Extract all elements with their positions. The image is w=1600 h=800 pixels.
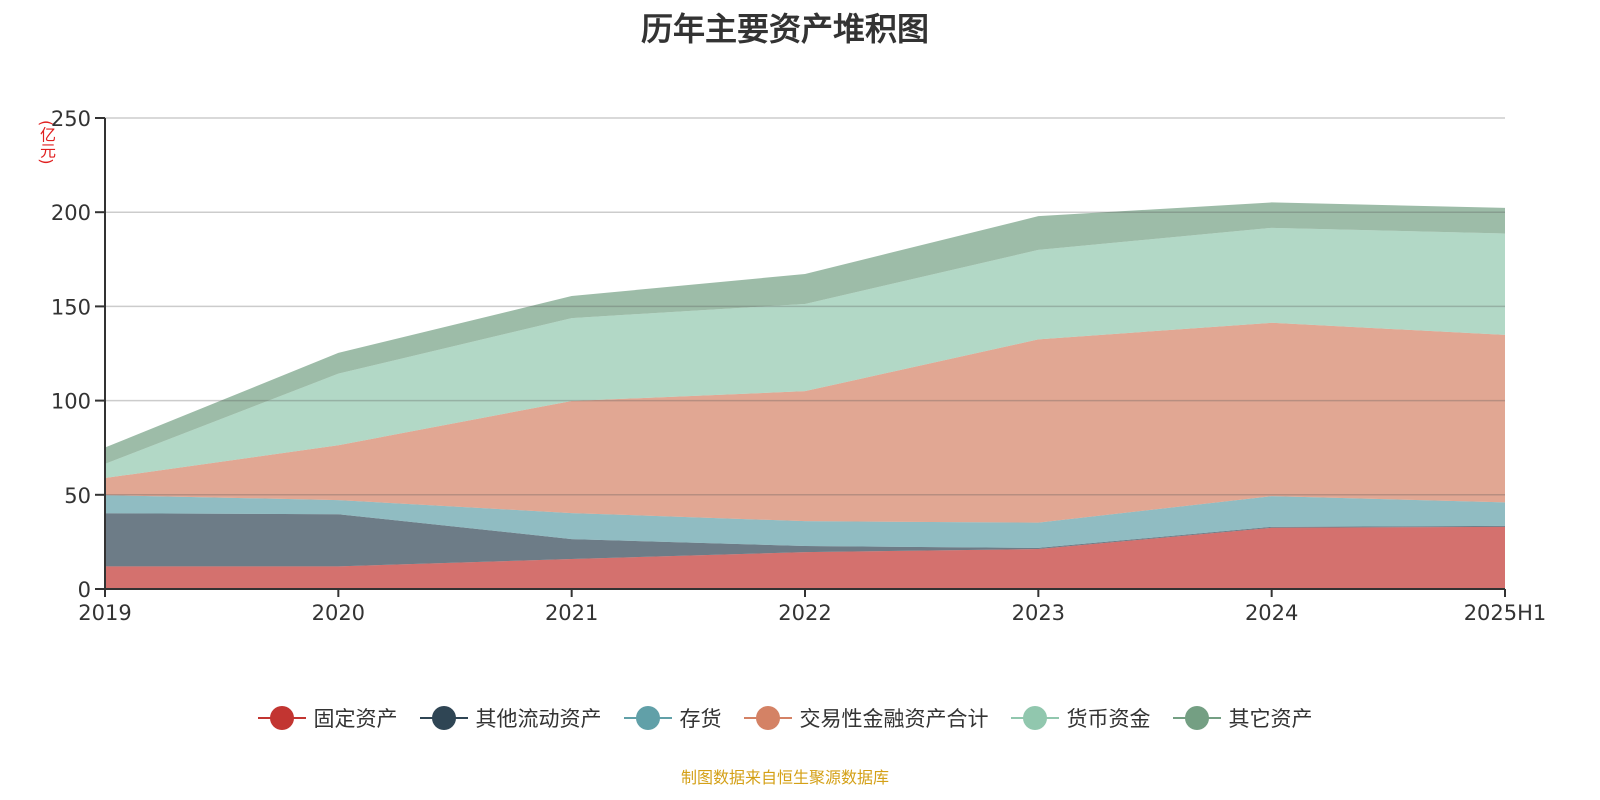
y-tick-label: 50: [64, 484, 91, 508]
legend-marker-icon: [419, 706, 468, 730]
y-tick-label: 250: [51, 107, 91, 131]
legend: 固定资产 其他流动资产 存货 交易性金融资产合计 货币资金 其它资产: [0, 703, 1570, 733]
legend-marker-icon: [1010, 706, 1059, 730]
legend-label: 存货: [679, 707, 722, 731]
legend-label: 其它资产: [1228, 707, 1313, 731]
area-3: [105, 495, 1505, 548]
x-tick-label: 2024: [1245, 601, 1298, 625]
x-tick-label: 2023: [1012, 601, 1065, 625]
area-4: [105, 322, 1505, 523]
y-tick-label: 200: [51, 201, 91, 225]
legend-marker-icon: [743, 706, 792, 730]
area-1: [105, 526, 1505, 589]
x-tick-label: 2021: [545, 601, 598, 625]
chart-title: 历年主要资产堆积图: [640, 10, 929, 48]
y-axis-unit: (亿元): [37, 120, 56, 165]
area-2: [105, 513, 1505, 567]
y-tick-label: 150: [51, 295, 91, 319]
x-tick-label: 2022: [778, 601, 831, 625]
area-6: [105, 202, 1505, 464]
stacked-area-chart: 0 50 100 150 200 250 2019 2020 2021 2022 2023 2024 2…: [51, 107, 1547, 625]
legend-label: 其他流动资产: [475, 707, 602, 731]
legend-marker-icon: [1172, 706, 1221, 730]
legend-marker-icon: [623, 706, 672, 730]
legend-item[interactable]: 交易性金融资产合计: [743, 703, 989, 733]
x-tick-label: 2020: [312, 601, 365, 625]
legend-marker-icon: [257, 706, 306, 730]
y-tick-label: 0: [78, 578, 91, 602]
source-footer: 制图数据来自恒生聚源数据库: [680, 768, 889, 787]
x-tick-label: 2019: [78, 601, 131, 625]
legend-item[interactable]: 其他流动资产: [419, 703, 602, 733]
legend-item[interactable]: 其它资产: [1172, 703, 1313, 733]
legend-item[interactable]: 存货: [623, 703, 722, 733]
legend-label: 交易性金融资产合计: [799, 707, 989, 731]
x-tick-label: 2025H1: [1464, 601, 1547, 625]
legend-item[interactable]: 货币资金: [1010, 703, 1151, 733]
legend-item[interactable]: 固定资产: [257, 703, 398, 733]
legend-label: 货币资金: [1066, 707, 1151, 731]
y-tick-label: 100: [51, 390, 91, 414]
area-5: [105, 227, 1505, 479]
legend-label: 固定资产: [313, 707, 398, 731]
